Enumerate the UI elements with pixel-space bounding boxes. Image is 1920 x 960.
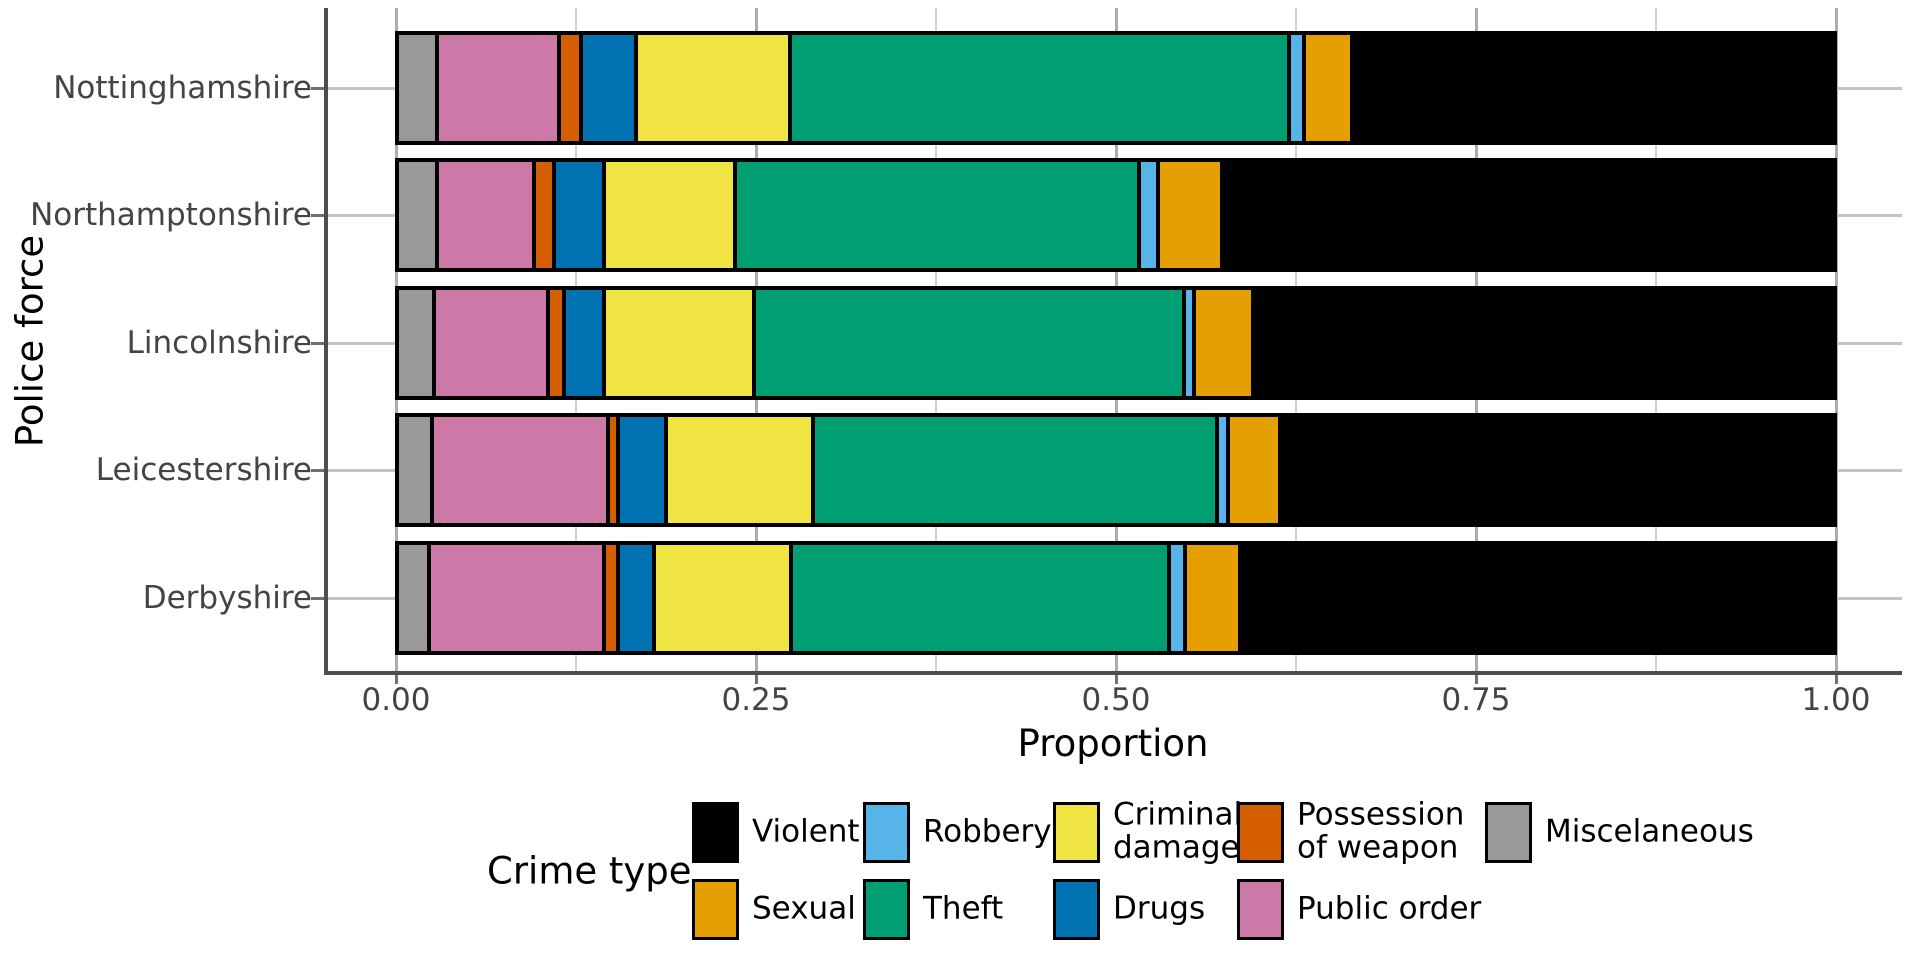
bar-segment-possession-of-weapon — [547, 288, 564, 398]
bar-segment-violent — [1351, 33, 1835, 143]
legend-swatch-miscelaneous — [1485, 802, 1532, 863]
x-axis-label: 0.75 — [1441, 682, 1511, 718]
legend-swatch-possession-of-weapon — [1237, 802, 1284, 863]
legend-label-robbery: Robbery — [923, 813, 1052, 850]
legend-label-theft: Theft — [923, 890, 1004, 927]
bar-segment-drugs — [581, 33, 636, 143]
x-axis-label: 0.50 — [1081, 682, 1151, 718]
x-axis-label: 0.25 — [721, 682, 791, 718]
legend-swatch-public-order — [1237, 879, 1284, 940]
bar-segment-miscelaneous — [397, 160, 438, 270]
bar-segment-criminal-damage — [654, 543, 791, 653]
legend-label-possession-of-weapon: Possession of weapon — [1297, 796, 1465, 866]
bar-segment-theft — [812, 415, 1217, 525]
y-axis-label-northamptonshire: Northamptonshire — [30, 197, 312, 233]
bar-segment-sexual — [1157, 160, 1223, 270]
bar-segment-violent — [1279, 415, 1835, 525]
bar-segment-sexual — [1228, 415, 1280, 525]
y-axis-label-lincolnshire: Lincolnshire — [126, 325, 312, 361]
legend-label-drugs: Drugs — [1113, 890, 1206, 927]
bar-segment-drugs — [563, 288, 605, 398]
bar-segment-possession-of-weapon — [608, 415, 619, 525]
bar-segment-miscelaneous — [397, 415, 432, 525]
bar-segment-theft — [791, 543, 1170, 653]
bar-nottinghamshire — [395, 31, 1837, 145]
bar-segment-public-order — [434, 288, 548, 398]
bar-northamptonshire — [395, 158, 1837, 272]
y-axis-line — [324, 8, 328, 675]
bar-segment-public-order — [437, 33, 560, 143]
bar-segment-sexual — [1193, 288, 1253, 398]
bar-segment-drugs — [553, 160, 605, 270]
bar-segment-robbery — [1216, 415, 1229, 525]
legend-label-criminal-damage: Criminal damage — [1113, 796, 1243, 866]
bar-segment-criminal-damage — [635, 33, 790, 143]
y-tick — [311, 596, 324, 600]
bar-segment-robbery — [1169, 543, 1186, 653]
bar-segment-public-order — [428, 543, 605, 653]
bar-segment-criminal-damage — [604, 160, 735, 270]
y-tick — [311, 341, 324, 345]
x-axis-line — [324, 671, 1902, 675]
y-axis-label-leicestershire: Leicestershire — [95, 452, 312, 488]
legend-swatch-violent — [692, 802, 739, 863]
y-tick — [311, 213, 324, 217]
bar-segment-criminal-damage — [604, 288, 754, 398]
x-axis-title: Proportion — [1017, 722, 1209, 765]
bar-segment-criminal-damage — [665, 415, 813, 525]
legend-title: Crime type — [487, 849, 692, 893]
y-tick — [311, 86, 324, 90]
legend-swatch-robbery — [863, 802, 910, 863]
bar-segment-drugs — [618, 415, 666, 525]
y-tick — [311, 468, 324, 472]
bar-segment-miscelaneous — [397, 33, 438, 143]
x-tick — [394, 675, 398, 684]
x-tick — [1834, 675, 1838, 684]
bar-segment-drugs — [618, 543, 655, 653]
legend-swatch-sexual — [692, 879, 739, 940]
bar-segment-theft — [789, 33, 1289, 143]
bar-segment-theft — [753, 288, 1184, 398]
legend-label-miscelaneous: Miscelaneous — [1545, 813, 1754, 850]
bar-segment-miscelaneous — [397, 288, 435, 398]
bar-segment-violent — [1239, 543, 1835, 653]
bar-segment-robbery — [1183, 288, 1194, 398]
bar-segment-robbery — [1288, 33, 1305, 143]
bar-segment-robbery — [1139, 160, 1158, 270]
legend-swatch-criminal-damage — [1053, 802, 1100, 863]
x-axis-label: 0.00 — [361, 682, 431, 718]
bar-leicestershire — [395, 413, 1837, 527]
bar-segment-sexual — [1185, 543, 1240, 653]
x-tick — [754, 675, 758, 684]
bar-segment-possession-of-weapon — [533, 160, 554, 270]
x-tick — [1474, 675, 1478, 684]
bar-segment-violent — [1222, 160, 1835, 270]
bar-segment-theft — [734, 160, 1139, 270]
bar-segment-possession-of-weapon — [604, 543, 619, 653]
legend-label-violent: Violent — [752, 813, 860, 850]
bar-derbyshire — [395, 541, 1837, 655]
bar-lincolnshire — [395, 286, 1837, 400]
legend-label-sexual: Sexual — [752, 890, 856, 927]
y-axis-label-derbyshire: Derbyshire — [142, 580, 312, 616]
bar-segment-miscelaneous — [397, 543, 429, 653]
legend-swatch-theft — [863, 879, 910, 940]
bar-segment-violent — [1252, 288, 1835, 398]
legend-label-public-order: Public order — [1297, 890, 1482, 927]
bar-segment-public-order — [437, 160, 534, 270]
x-tick — [1114, 675, 1118, 684]
legend-swatch-drugs — [1053, 879, 1100, 940]
y-axis-label-nottinghamshire: Nottinghamshire — [53, 70, 312, 106]
bar-segment-sexual — [1304, 33, 1352, 143]
y-axis-title: Police force — [8, 234, 52, 448]
bar-segment-possession-of-weapon — [559, 33, 582, 143]
bar-segment-public-order — [431, 415, 609, 525]
x-axis-label: 1.00 — [1801, 682, 1871, 718]
